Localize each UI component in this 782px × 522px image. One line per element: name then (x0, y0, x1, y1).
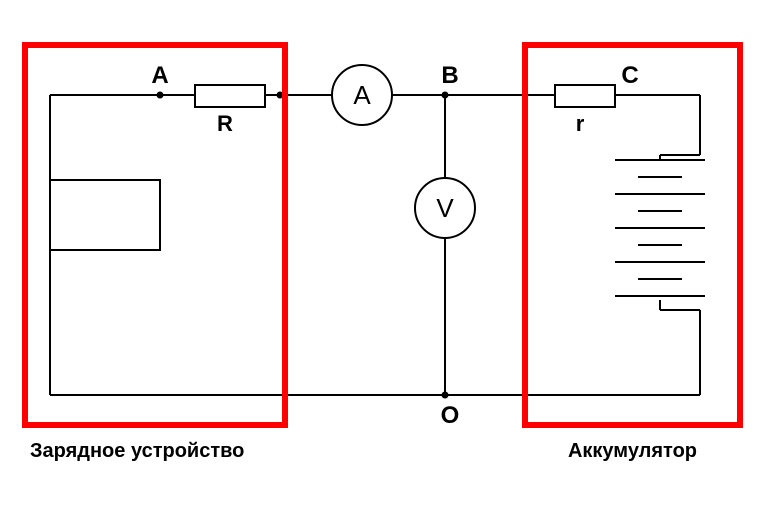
node-C-label: C (621, 62, 638, 89)
source-box (50, 180, 160, 250)
circuit-diagram: Rr A V A B C O Зарядное устройство Аккумулятор (0, 0, 782, 522)
resistor-r-label: r (576, 111, 585, 136)
node-B-label: B (441, 62, 458, 89)
battery-caption: Аккумулятор (568, 440, 697, 462)
node-dot (157, 92, 164, 99)
node-dot (442, 92, 449, 99)
resistor-R-label: R (217, 111, 233, 136)
resistor-r (555, 85, 615, 107)
node-O-label: O (441, 402, 460, 429)
resistor-R (195, 85, 265, 107)
battery-symbol (615, 160, 705, 296)
node-A-label: A (151, 62, 168, 89)
node-dot (442, 392, 449, 399)
voltmeter-label: V (436, 193, 454, 223)
charger-caption: Зарядное устройство (30, 440, 244, 462)
ammeter-label: A (353, 80, 371, 110)
